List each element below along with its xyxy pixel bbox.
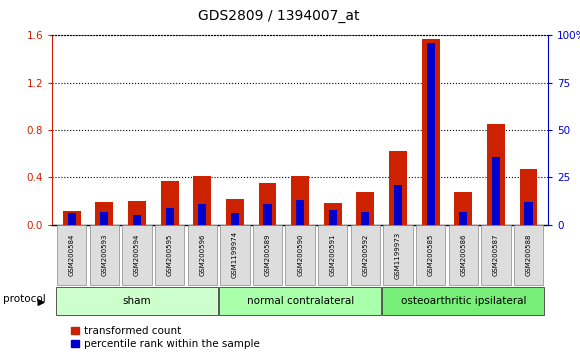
- FancyBboxPatch shape: [383, 225, 413, 285]
- FancyBboxPatch shape: [514, 225, 543, 285]
- FancyBboxPatch shape: [220, 225, 249, 285]
- Bar: [165, 208, 174, 225]
- Bar: [128, 201, 146, 225]
- Bar: [357, 192, 374, 225]
- Text: GSM200591: GSM200591: [330, 234, 336, 276]
- FancyBboxPatch shape: [187, 225, 217, 285]
- Text: GDS2809 / 1394007_at: GDS2809 / 1394007_at: [198, 9, 359, 23]
- Bar: [198, 204, 206, 225]
- Text: GSM200589: GSM200589: [264, 234, 270, 276]
- Text: GSM200590: GSM200590: [297, 234, 303, 276]
- Text: sham: sham: [123, 296, 151, 306]
- Bar: [459, 212, 467, 225]
- Bar: [361, 212, 369, 225]
- Bar: [161, 181, 179, 225]
- Bar: [100, 212, 108, 225]
- Text: GSM200594: GSM200594: [134, 234, 140, 276]
- Bar: [193, 176, 211, 225]
- Legend: transformed count, percentile rank within the sample: transformed count, percentile rank withi…: [67, 322, 264, 354]
- Text: GSM200592: GSM200592: [362, 234, 368, 276]
- Bar: [231, 213, 239, 225]
- Text: GSM200586: GSM200586: [461, 234, 466, 276]
- FancyBboxPatch shape: [155, 225, 184, 285]
- Text: GSM200595: GSM200595: [166, 234, 173, 276]
- FancyBboxPatch shape: [382, 287, 544, 315]
- Text: osteoarthritic ipsilateral: osteoarthritic ipsilateral: [401, 296, 526, 306]
- Bar: [454, 192, 472, 225]
- FancyBboxPatch shape: [56, 287, 218, 315]
- Bar: [426, 43, 435, 225]
- Text: GSM1199973: GSM1199973: [395, 231, 401, 279]
- Text: GSM200584: GSM200584: [69, 234, 75, 276]
- Bar: [487, 124, 505, 225]
- FancyBboxPatch shape: [122, 225, 152, 285]
- Text: normal contralateral: normal contralateral: [246, 296, 354, 306]
- FancyBboxPatch shape: [57, 225, 86, 285]
- FancyBboxPatch shape: [318, 225, 347, 285]
- Bar: [63, 211, 81, 225]
- Text: GSM1199974: GSM1199974: [232, 231, 238, 279]
- Bar: [324, 204, 342, 225]
- FancyBboxPatch shape: [448, 225, 478, 285]
- Bar: [492, 156, 500, 225]
- FancyBboxPatch shape: [90, 225, 119, 285]
- Bar: [68, 213, 76, 225]
- Bar: [296, 200, 304, 225]
- Bar: [259, 183, 277, 225]
- Text: protocol: protocol: [2, 294, 45, 304]
- FancyBboxPatch shape: [481, 225, 510, 285]
- Text: GSM200587: GSM200587: [493, 234, 499, 276]
- Bar: [389, 152, 407, 225]
- Text: GSM200596: GSM200596: [200, 234, 205, 276]
- FancyBboxPatch shape: [351, 225, 380, 285]
- FancyBboxPatch shape: [253, 225, 282, 285]
- FancyBboxPatch shape: [416, 225, 445, 285]
- Bar: [96, 202, 113, 225]
- Bar: [291, 176, 309, 225]
- Bar: [133, 215, 141, 225]
- Bar: [524, 202, 532, 225]
- FancyBboxPatch shape: [285, 225, 315, 285]
- Bar: [520, 169, 538, 225]
- Bar: [394, 185, 402, 225]
- Text: GSM200585: GSM200585: [427, 234, 434, 276]
- Bar: [422, 39, 440, 225]
- Bar: [329, 210, 337, 225]
- Text: GSM200588: GSM200588: [525, 234, 531, 276]
- Text: GSM200593: GSM200593: [102, 234, 107, 276]
- Bar: [226, 199, 244, 225]
- FancyBboxPatch shape: [219, 287, 381, 315]
- Bar: [263, 204, 271, 225]
